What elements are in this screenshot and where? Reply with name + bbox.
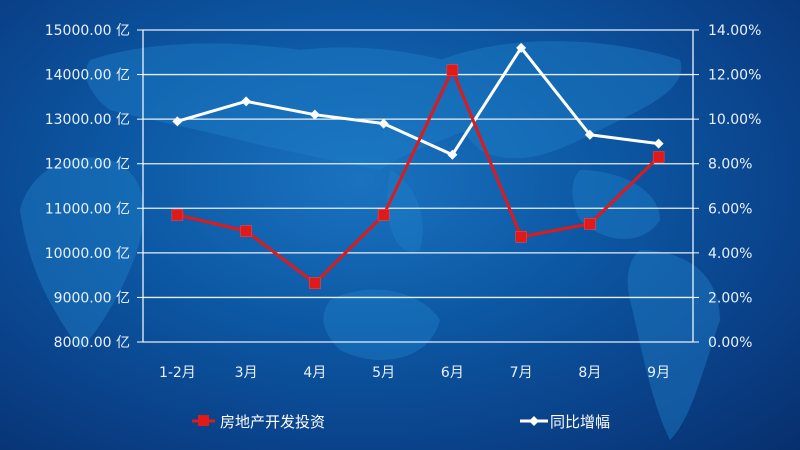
x-axis-labels: 1-2月 3月 4月 5月 6月 7月 8月 9月 xyxy=(159,365,670,381)
x-axis-tick-label: 8月 xyxy=(578,365,601,381)
legend-item-yoy-growth[interactable]: 同比增幅 xyxy=(520,413,610,431)
left-axis-labels: 15000.00 亿 14000.00 亿 13000.00 亿 12000.00 亿… xyxy=(45,23,130,351)
x-axis-tick-label: 6月 xyxy=(441,365,464,381)
axes xyxy=(137,29,699,343)
data-point-marker[interactable] xyxy=(584,129,595,140)
data-point-marker[interactable] xyxy=(172,116,183,127)
gridlines xyxy=(143,29,693,343)
right-axis-tick-label: 8.00% xyxy=(708,157,752,173)
right-axis-tick-label: 0.00% xyxy=(708,335,752,351)
right-axis-tick-label: 12.00% xyxy=(708,68,761,84)
diamond-marker-icon xyxy=(529,416,539,426)
x-axis-tick-label: 3月 xyxy=(235,365,258,381)
left-axis-tick-label: 10000.00 亿 xyxy=(45,246,130,262)
data-point-marker[interactable] xyxy=(171,209,184,221)
data-point-marker[interactable] xyxy=(447,149,458,160)
square-marker-icon xyxy=(198,415,209,426)
data-point-marker[interactable] xyxy=(516,42,527,53)
right-axis-tick-label: 10.00% xyxy=(708,112,761,128)
left-axis-tick-label: 13000.00 亿 xyxy=(45,112,130,128)
data-point-marker[interactable] xyxy=(241,96,252,107)
left-axis-tick-label: 9000.00 亿 xyxy=(54,290,130,306)
data-point-marker[interactable] xyxy=(446,64,459,76)
legend: 房地产开发投资 同比增幅 xyxy=(192,413,610,431)
left-axis-tick-label: 12000.00 亿 xyxy=(45,157,130,173)
data-point-marker[interactable] xyxy=(378,118,389,129)
left-axis-tick-label: 11000.00 亿 xyxy=(45,201,130,217)
right-axis-tick-label: 6.00% xyxy=(708,201,752,217)
data-point-marker[interactable] xyxy=(240,225,252,237)
legend-label-investment: 房地产开发投资 xyxy=(220,413,325,431)
right-axis-tick-label: 14.00% xyxy=(708,23,761,39)
left-axis-tick-label: 8000.00 亿 xyxy=(54,335,130,351)
x-axis-tick-label: 7月 xyxy=(510,365,533,381)
data-point-marker[interactable] xyxy=(377,209,390,221)
data-point-marker[interactable] xyxy=(584,218,596,230)
data-point-marker[interactable] xyxy=(309,277,321,289)
right-axis-tick-label: 4.00% xyxy=(708,246,752,262)
legend-item-investment[interactable]: 房地产开发投资 xyxy=(192,413,325,431)
x-axis-tick-label: 9月 xyxy=(647,365,670,381)
data-point-marker[interactable] xyxy=(652,151,665,163)
right-axis-labels: 14.00% 12.00% 10.00% 8.00% 6.00% 4.00% 2.00% 0.… xyxy=(708,23,761,351)
data-point-marker[interactable] xyxy=(309,109,320,120)
right-axis-tick-label: 2.00% xyxy=(708,290,752,306)
left-axis-tick-label: 14000.00 亿 xyxy=(45,68,130,84)
series-lines xyxy=(171,42,665,289)
legend-label-yoy-growth: 同比增幅 xyxy=(550,413,610,431)
x-axis-tick-label: 1-2月 xyxy=(159,365,196,381)
series-line xyxy=(177,68,660,285)
x-axis-tick-label: 4月 xyxy=(303,365,326,381)
data-point-marker[interactable] xyxy=(515,231,527,243)
data-point-marker[interactable] xyxy=(653,138,664,149)
x-axis-tick-label: 5月 xyxy=(372,365,395,381)
left-axis-tick-label: 15000.00 亿 xyxy=(45,23,130,39)
